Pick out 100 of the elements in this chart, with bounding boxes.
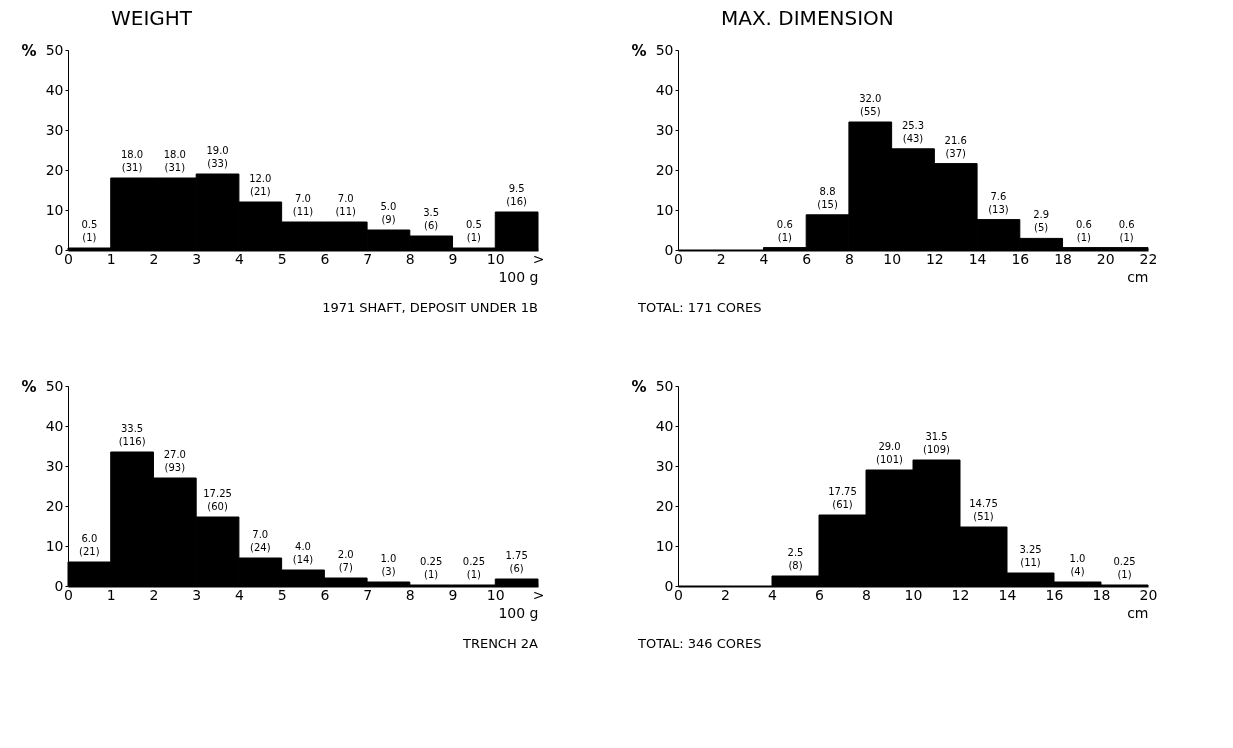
- x-tick-label: 10: [904, 586, 923, 603]
- x-tick-label: 4: [759, 250, 769, 267]
- text: 2.5 (8): [787, 547, 804, 571]
- text: 4.0 (14): [292, 541, 314, 565]
- text: 5.0 (9): [380, 201, 397, 225]
- text: 1.0 (3): [380, 553, 397, 577]
- x-axis-title: 100 g: [498, 268, 539, 285]
- x-tick-label: 20: [1096, 250, 1115, 267]
- x-tick-label: 1: [106, 586, 116, 603]
- x-tick-label: 6: [802, 250, 812, 267]
- text: 3.25 (11): [1019, 544, 1042, 568]
- text: 2.0 (7): [337, 549, 354, 573]
- x-tick-label: 18: [1092, 586, 1111, 603]
- y-axis-title: %: [631, 41, 647, 60]
- x-tick-label: 18: [1054, 250, 1072, 267]
- x-tick-label: 10: [486, 250, 505, 267]
- y-axis-title: %: [21, 41, 37, 60]
- y-tick-label: 10: [45, 201, 64, 218]
- x-tick-label: >: [532, 586, 545, 603]
- x-tick-label: 2: [149, 250, 159, 267]
- x-tick-label: 22: [1139, 250, 1158, 267]
- chart-title: WEIGHT: [110, 6, 193, 30]
- y-tick-label: 20: [655, 161, 674, 178]
- text: 0.6 (1): [776, 218, 793, 243]
- x-tick-label: 4: [768, 586, 778, 603]
- y-tick-label: 50: [655, 41, 674, 58]
- x-axis-title: cm: [1127, 604, 1149, 621]
- x-tick-label: 12: [951, 586, 970, 603]
- text: 6.0 (21): [79, 533, 100, 557]
- y-axis-title: %: [21, 377, 37, 396]
- x-tick-label: 14: [968, 250, 987, 267]
- x-tick-label: 2: [149, 586, 159, 603]
- text: 17.75 (61): [828, 486, 857, 510]
- text: 33.5 (116): [118, 423, 146, 447]
- x-tick-label: 3: [192, 250, 202, 267]
- text: 1971 SHAFT, DEPOSIT UNDER 1B: [322, 300, 538, 315]
- text: 18.0 (31): [120, 149, 144, 173]
- x-axis-title: cm: [1127, 268, 1149, 285]
- y-tick-label: 10: [45, 537, 64, 554]
- text: 0.5 (1): [81, 219, 98, 243]
- x-tick-label: >: [532, 250, 545, 267]
- text: 19.0 (33): [206, 145, 229, 169]
- x-tick-label: 16: [1011, 250, 1030, 267]
- y-tick-label: 50: [655, 377, 674, 394]
- x-tick-label: 1: [106, 250, 116, 267]
- chart-title: MAX. DIMENSION: [720, 6, 894, 30]
- y-tick-label: 20: [45, 497, 64, 514]
- y-tick-label: 40: [45, 417, 64, 434]
- x-tick-label: 10: [486, 586, 505, 603]
- x-tick-label: 14: [998, 586, 1017, 603]
- y-tick-label: 50: [45, 41, 64, 58]
- text: 17.25 (60): [203, 488, 232, 512]
- text: 31.5 (109): [923, 431, 950, 455]
- y-tick-label: 30: [45, 121, 64, 138]
- y-tick-label: 10: [655, 537, 674, 554]
- x-tick-label: 6: [320, 586, 330, 603]
- x-tick-label: 4: [234, 586, 244, 603]
- x-tick-label: 20: [1139, 586, 1158, 603]
- x-tick-label: 7: [363, 250, 373, 267]
- text: 0.25 (1): [1113, 556, 1136, 580]
- x-tick-label: 7: [363, 586, 373, 603]
- text: 1.75 (6): [505, 550, 528, 574]
- text: 7.0 (11): [292, 193, 314, 217]
- text: 0.6 (1): [1118, 218, 1135, 243]
- x-tick-label: 12: [925, 250, 944, 267]
- x-tick-label: 9: [448, 586, 458, 603]
- text: TRENCH 2A: [461, 636, 539, 651]
- x-tick-label: 6: [320, 250, 330, 267]
- text: 14.75 (51): [969, 498, 998, 522]
- text: 12.0 (21): [249, 173, 272, 197]
- x-tick-label: 9: [448, 250, 458, 267]
- x-tick-label: 2: [716, 250, 726, 267]
- x-tick-label: 8: [862, 586, 871, 603]
- text: 25.3 (43): [901, 119, 925, 144]
- text: 7.0 (24): [250, 529, 271, 553]
- text: 0.25 (1): [420, 556, 443, 580]
- x-tick-label: 16: [1045, 586, 1064, 603]
- x-axis-title: 100 g: [498, 604, 539, 621]
- x-tick-label: 8: [405, 586, 415, 603]
- text: 0.6 (1): [1075, 218, 1092, 243]
- text: 7.6 (13): [988, 190, 1009, 215]
- y-tick-label: 40: [45, 81, 64, 98]
- y-tick-label: 40: [655, 81, 674, 98]
- text: 32.0 (55): [859, 93, 882, 117]
- x-tick-label: 4: [234, 250, 244, 267]
- y-tick-label: 30: [655, 457, 674, 474]
- x-tick-label: 3: [192, 586, 202, 603]
- y-tick-label: 10: [655, 201, 674, 218]
- text: 2.9 (5): [1033, 209, 1050, 234]
- y-axis-title: %: [631, 377, 647, 396]
- text: 0.5 (1): [465, 219, 482, 243]
- x-tick-label: 5: [277, 586, 287, 603]
- y-tick-label: 20: [655, 497, 674, 514]
- text: 29.0 (101): [876, 441, 903, 465]
- text: 9.5 (16): [506, 183, 527, 207]
- text: 18.0 (31): [163, 149, 186, 173]
- text: 7.0 (11): [335, 193, 356, 217]
- x-tick-label: 10: [883, 250, 902, 267]
- x-tick-label: 8: [844, 250, 854, 267]
- x-tick-label: 5: [277, 250, 287, 267]
